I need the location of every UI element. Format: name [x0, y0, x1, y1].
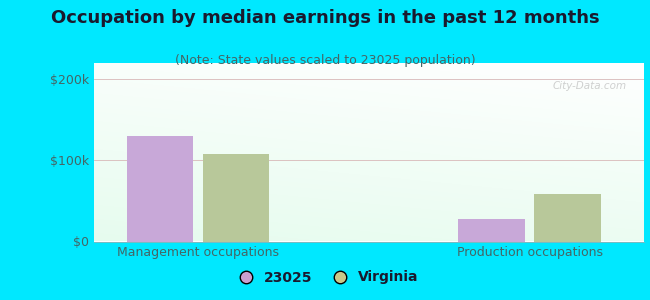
Legend: 23025, Virginia: 23025, Virginia [226, 265, 424, 290]
Text: City-Data.com: City-Data.com [553, 81, 627, 91]
Bar [203, 154, 269, 242]
Bar [458, 219, 525, 242]
Bar [534, 194, 601, 242]
Bar [127, 136, 193, 242]
Text: Occupation by median earnings in the past 12 months: Occupation by median earnings in the pas… [51, 9, 599, 27]
Text: (Note: State values scaled to 23025 population): (Note: State values scaled to 23025 popu… [175, 54, 475, 67]
